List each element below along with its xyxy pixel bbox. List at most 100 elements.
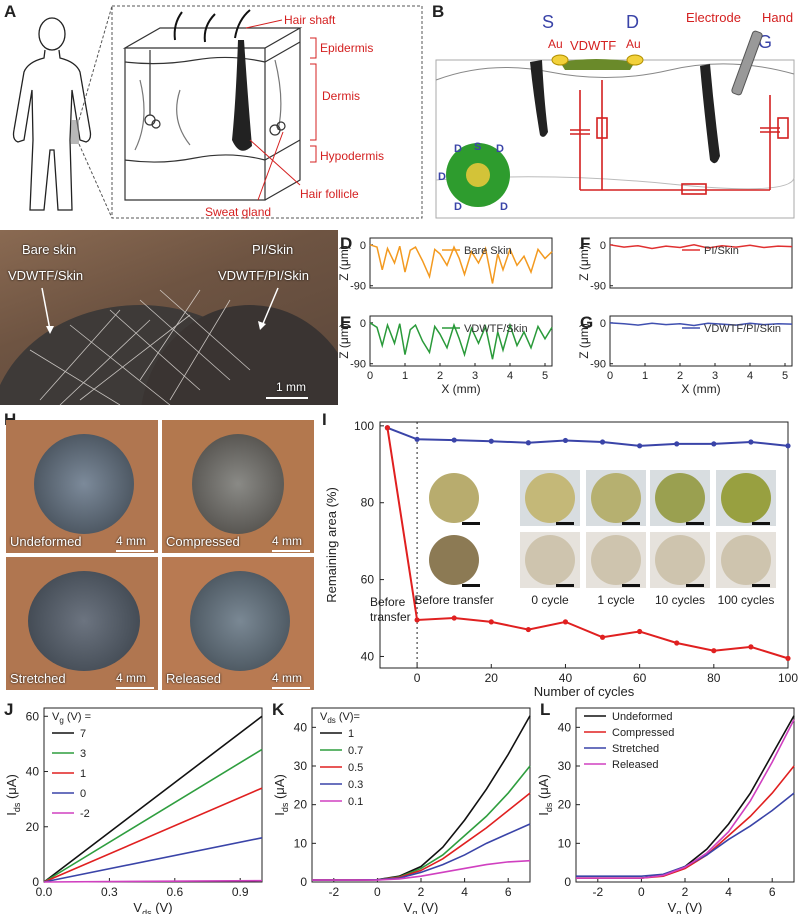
label-bare-skin: Bare skin (22, 242, 77, 257)
x-axis-label: Vg (V) (404, 900, 439, 914)
profile-frame (369, 237, 553, 289)
legend-label: 7 (80, 728, 86, 740)
inset-photo-top (721, 473, 771, 523)
y-axis-label: Ids (μA) (536, 774, 554, 816)
label-au-left: Au (548, 37, 563, 51)
x-tick-label: 3 (472, 370, 478, 382)
x-tick-label: 0 (414, 671, 421, 685)
legend-label: 0.5 (348, 762, 363, 774)
inset-label: Before transfer (414, 593, 493, 607)
series-line (576, 715, 795, 879)
profile-line (369, 244, 553, 284)
profile-d: 0 -90Z (μm) Bare Skin (338, 237, 553, 293)
x-tick-label: 40 (559, 671, 573, 685)
data-point-blue (637, 443, 643, 449)
x-axis-label: Number of cycles (534, 684, 635, 699)
x-tick-label: 4 (507, 370, 513, 382)
y-tick-label: 60 (361, 573, 375, 587)
label-undeformed: Undeformed (10, 534, 82, 549)
top-view-d2: D (496, 143, 504, 155)
y-tick-label: 40 (558, 720, 572, 734)
hair-right (700, 64, 720, 164)
inset-photo-before-bottom (429, 535, 479, 585)
series-line (43, 837, 263, 883)
data-point-blue (748, 439, 754, 445)
profile-frame (369, 315, 553, 367)
y-tick-label: 10 (558, 836, 572, 850)
series-line-red (386, 427, 789, 660)
y-axis-label: Ids (μA) (4, 774, 22, 816)
inset-label: 1 cycle (597, 593, 635, 607)
legend-label: 3 (80, 748, 86, 760)
label-vdwtf: VDWTF (570, 38, 616, 53)
panel-h-photos: Undeformed 4 mm Compressed 4 mm Stretche… (0, 410, 320, 700)
label-dermis: Dermis (322, 89, 360, 103)
inset-scalebar-top (686, 522, 704, 525)
panel-a-labels: Hair shaft Epidermis Dermis Hypodermis H… (205, 13, 384, 219)
inset-scalebar-bottom (686, 584, 704, 587)
data-point-blue (674, 441, 680, 447)
photo-undeformed: Undeformed 4 mm (6, 420, 158, 553)
label-electrode: Electrode (686, 10, 741, 25)
inset-scalebar-top (556, 522, 574, 525)
top-view-d4: D (454, 201, 462, 213)
x-tick-label: 6 (505, 885, 512, 899)
profile-line (609, 322, 793, 327)
x-axis-label: Vg (V) (668, 900, 703, 914)
x-tick-label: 5 (542, 370, 548, 382)
y-tick-label: 30 (294, 759, 308, 773)
y-axis-label: Z (μm) (577, 323, 591, 359)
skin-block (122, 27, 303, 201)
data-point-red (785, 655, 791, 661)
inset-photo-top (525, 473, 575, 523)
top-view-s: S (474, 141, 481, 153)
y-tick-label: 10 (294, 836, 308, 850)
x-tick-label: 0.9 (232, 885, 249, 899)
scale-label-h4: 4 mm (272, 671, 302, 685)
scale-label-h1: 4 mm (116, 534, 146, 548)
panel-letter-i: I (322, 410, 327, 429)
inset-label: 10 cycles (655, 593, 705, 607)
data-point-red (748, 644, 754, 650)
legend-label: Bare Skin (464, 245, 512, 257)
series-line (312, 823, 531, 881)
x-tick-label: 4 (461, 885, 468, 899)
legend-label: Released (612, 759, 658, 771)
data-point-blue (451, 437, 457, 443)
y-axis-label: Z (μm) (338, 323, 351, 359)
top-view-d5: D (500, 201, 508, 213)
y-tick-label: 0 (600, 318, 606, 330)
y-tick-label: 20 (294, 798, 308, 812)
legend-label: VDWTF/PI/Skin (704, 323, 781, 335)
y-tick-label: -90 (590, 281, 606, 293)
panel-letter-b: B (432, 2, 445, 21)
y-tick-label: 30 (558, 759, 572, 773)
legend-label: 1 (80, 768, 86, 780)
legend-label: 0.7 (348, 745, 363, 757)
legend-label: Undeformed (612, 711, 673, 723)
y-tick-label: 0 (32, 875, 39, 889)
data-point-blue (711, 441, 717, 447)
y-tick-label: 60 (26, 709, 40, 723)
panel-letter-l: L (540, 700, 551, 719)
label-vdwtf-pi-skin: VDWTF/PI/Skin (218, 268, 310, 283)
series-line (312, 715, 531, 881)
hair-follicle (232, 40, 252, 151)
x-tick-label: 0 (607, 370, 613, 382)
inset-photo-top (655, 473, 705, 523)
x-tick-label: 6 (769, 885, 776, 899)
label-hand: Hand (762, 10, 793, 25)
chart-i: 40 60 80 100 0 20 40 60 80 100 Number of cycles Rem… (324, 419, 798, 699)
panel-letter-a: A (4, 2, 17, 21)
inset-label: 0 cycle (531, 593, 569, 607)
panel-c-photo: Bare skin VDWTF/Skin PI/Skin VDWTF/PI/Sk… (0, 230, 338, 405)
profile-line (369, 322, 553, 360)
x-tick-label: 4 (725, 885, 732, 899)
y-tick-label: 40 (26, 765, 40, 779)
annotation-before-transfer: Before transfer (370, 595, 411, 624)
series-line (43, 787, 263, 883)
photo-c-arrows (41, 287, 279, 334)
y-axis-label: Remaining area (%) (324, 487, 339, 603)
